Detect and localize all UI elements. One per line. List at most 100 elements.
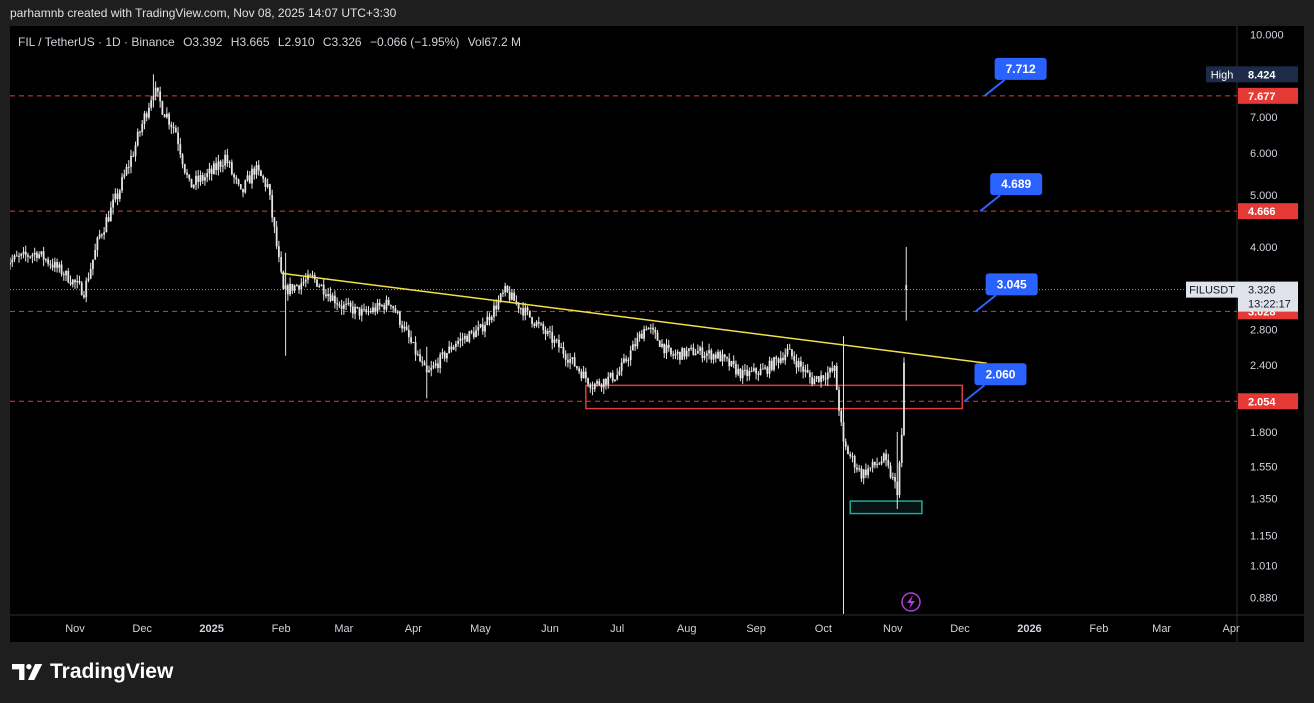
candle [280, 251, 283, 274]
candle [540, 322, 542, 327]
candle-body [27, 255, 29, 257]
candle-body [766, 367, 769, 374]
candle-body [192, 184, 195, 188]
candle-body [248, 175, 251, 184]
price-callout[interactable]: 2.060 [963, 363, 1027, 403]
candle-body [109, 207, 112, 222]
candle-body [528, 310, 531, 318]
candle [441, 348, 444, 359]
candle-body [466, 335, 468, 342]
candle [67, 268, 70, 284]
candle [10, 257, 11, 270]
y-tick-label: 0.880 [1250, 593, 1278, 605]
candle [786, 344, 789, 357]
candle [645, 325, 648, 331]
candle [286, 283, 289, 301]
candle [331, 292, 334, 302]
candle [53, 257, 56, 273]
candle-body [280, 257, 283, 272]
candle [347, 298, 350, 306]
candle [425, 346, 428, 399]
candle [891, 472, 894, 481]
candle-body [694, 353, 697, 356]
candle [623, 353, 625, 364]
candle [683, 347, 686, 360]
candle-body [808, 372, 811, 378]
candle [770, 357, 773, 372]
candle [696, 344, 699, 354]
trendline-group [281, 272, 987, 365]
candle [204, 173, 206, 186]
bottom-zone-box[interactable] [849, 500, 923, 515]
chart-frame[interactable]: 7.712 4.689 3.045 2.060 10.000 8.424 7.000 6.0… [10, 26, 1304, 642]
price-chart[interactable]: 7.712 4.689 3.045 2.060 10.000 8.424 7.000 6.0… [10, 26, 1304, 642]
candle [452, 344, 455, 351]
candle [593, 382, 596, 392]
candle-body [338, 304, 341, 306]
candle [876, 457, 879, 469]
candle-body [896, 481, 899, 496]
candle [894, 473, 896, 489]
candle-body [320, 284, 323, 286]
candle-body [132, 155, 135, 157]
candle [791, 348, 793, 360]
candle-body [609, 372, 612, 377]
candle-body [618, 371, 621, 375]
candle [535, 320, 538, 328]
price-callout[interactable]: 4.689 [979, 173, 1043, 212]
candle-body [661, 343, 663, 347]
x-tick-label: Dec [950, 623, 970, 635]
candle-body [880, 461, 883, 464]
symbol-legend[interactable]: FIL / TetherUS · 1D · Binance O3.392 H3.… [18, 35, 521, 49]
candle [181, 153, 184, 169]
candle [614, 379, 616, 382]
candle-body [363, 309, 365, 311]
candle-body [802, 366, 805, 372]
candle [387, 297, 390, 306]
candle [685, 346, 688, 360]
candle-body [416, 354, 419, 356]
candle-body [195, 175, 197, 185]
candle [121, 173, 123, 193]
symbol-title[interactable]: FIL / TetherUS · 1D · Binance [18, 35, 175, 49]
flash-icon[interactable] [901, 592, 921, 612]
candle [712, 353, 715, 364]
price-axis[interactable]: 10.000 8.424 7.000 6.000 5.000 4.000 3.326 2.80… [1186, 30, 1298, 605]
candle [905, 246, 908, 321]
candle-body [567, 359, 569, 363]
candle-body [681, 348, 684, 360]
price-callouts[interactable]: 7.712 4.689 3.045 2.060 [963, 57, 1047, 403]
candle-body [136, 131, 139, 146]
candle [116, 188, 119, 206]
trendline[interactable] [281, 272, 987, 365]
price-callout[interactable]: 3.045 [975, 273, 1038, 313]
candle-body [578, 368, 581, 372]
candle-body [60, 264, 63, 275]
candle-body [85, 280, 88, 298]
candle [439, 352, 442, 374]
candle [896, 431, 899, 510]
candle [862, 468, 865, 485]
candle-body [94, 249, 97, 260]
candle [853, 454, 856, 474]
support-zone-box[interactable] [585, 384, 963, 410]
candle [228, 160, 231, 168]
candle-body [889, 465, 892, 478]
candle [571, 356, 574, 365]
time-axis[interactable]: Nov Dec 2025 Feb Mar Apr May Jun Jul Aug Sep Oct Nov… [65, 623, 1240, 635]
candle [504, 282, 507, 297]
candle-body [735, 363, 737, 375]
candle [867, 464, 870, 479]
candle [562, 341, 565, 359]
price-callout[interactable]: 7.712 [984, 57, 1047, 97]
candle-body [488, 316, 491, 321]
x-tick-label: Feb [1089, 623, 1108, 635]
tradingview-logo[interactable]: TradingView [12, 660, 173, 684]
candle-body [255, 165, 258, 175]
candle-body [159, 91, 162, 102]
candle [154, 81, 157, 101]
candle-body [36, 252, 38, 258]
candle [627, 357, 630, 367]
candle-body [10, 262, 11, 265]
candle [179, 137, 182, 159]
